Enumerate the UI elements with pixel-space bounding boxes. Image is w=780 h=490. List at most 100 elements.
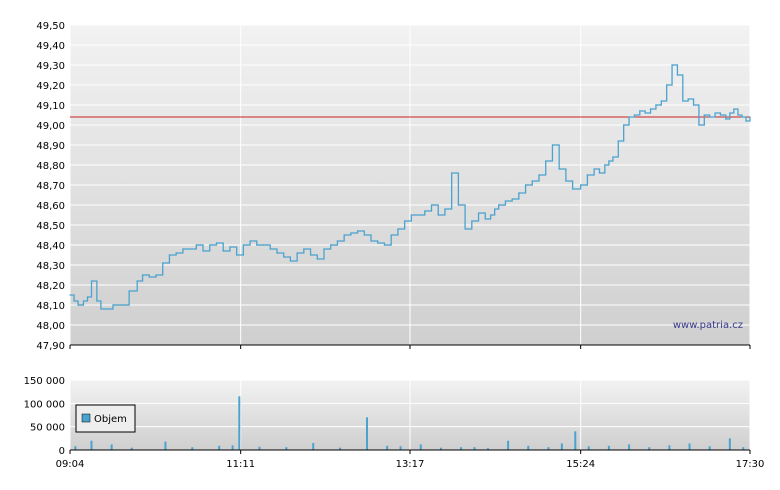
volume-bar [708,446,711,450]
price-point [504,200,507,202]
price-y-tick-label: 49,20 [36,81,65,92]
price-point [112,304,114,306]
price-point [593,168,595,170]
price-point [303,248,305,250]
price-point [209,244,211,246]
price-point [90,280,93,282]
volume-bar [130,447,133,450]
price-y-tick-label: 49,50 [36,21,65,32]
price-point [162,262,164,264]
x-tick-label: 09:04 [56,459,85,470]
legend-label: Objem [94,414,127,425]
price-point [424,210,426,212]
volume-bar [460,447,463,450]
price-point [531,180,533,182]
price-point [397,228,399,230]
price-point [336,240,339,242]
price-point [725,118,727,120]
price-point [269,248,271,250]
price-point [363,234,365,236]
price-point [383,244,386,246]
price-point [628,116,630,118]
price-point [262,244,265,246]
price-point [256,244,258,246]
price-line [70,64,751,310]
volume-bar [688,443,691,450]
price-point [457,204,459,206]
price-point [330,244,332,246]
price-point [451,172,453,174]
price-point [687,98,689,100]
price-point [682,100,684,102]
price-y-tick-label: 49,40 [36,41,65,52]
price-point [660,100,662,102]
price-point [745,120,747,122]
volume-bar [386,445,389,450]
volume-bar [507,440,510,450]
volume-bar [742,447,745,450]
volume-bar [312,443,315,450]
price-y-tick-label: 49,10 [36,101,65,112]
price-point [608,160,610,162]
price-point [494,208,496,210]
price-y-tick-label: 48,30 [36,261,65,272]
price-point [741,116,743,118]
price-point [222,250,224,252]
price-point [316,258,318,260]
price-point [649,108,652,110]
volume-bar [110,444,113,450]
price-point [86,296,89,298]
volume-bar [473,447,476,450]
price-point [276,252,278,254]
price-point [471,220,473,222]
price-point [545,160,547,162]
price-point [215,242,218,244]
price-point [189,248,191,250]
volume-bar [365,417,368,450]
volume-bar [231,445,234,450]
price-point [524,184,527,186]
price-point [390,234,392,236]
price-point [182,248,184,250]
volume-y-tick-label: 100 000 [24,399,65,410]
price-point [644,112,646,114]
price-point [77,304,79,306]
price-point [538,174,540,176]
price-point [477,212,480,214]
volume-bar [587,446,590,450]
volume-bar [439,447,442,450]
volume-bar [648,447,651,450]
price-point [551,144,554,146]
price-point [104,308,106,310]
price-point [410,214,412,216]
price-point [100,308,102,310]
price-point [737,114,739,116]
price-point [283,256,285,258]
volume-bar [285,447,288,450]
price-point [671,64,673,66]
volume-bar [560,443,563,450]
price-y-tick-label: 48,00 [36,321,65,332]
price-point [195,244,197,246]
price-point [719,114,722,116]
price-point [598,172,601,174]
price-point [518,192,520,194]
price-point [623,124,625,126]
price-point [404,220,406,222]
volume-bar [191,447,194,450]
price-point [498,204,500,206]
price-point [141,274,144,276]
price-point [73,300,75,302]
price-point [692,104,695,106]
legend-swatch [81,413,91,423]
price-point [309,254,312,256]
price-point [484,218,486,220]
price-point [633,114,636,116]
price-point [676,74,679,76]
volume-bar [90,440,93,450]
price-y-tick-label: 48,60 [36,201,65,212]
price-point [580,184,582,186]
price-y-tick-label: 48,90 [36,141,65,152]
price-point [639,110,641,112]
